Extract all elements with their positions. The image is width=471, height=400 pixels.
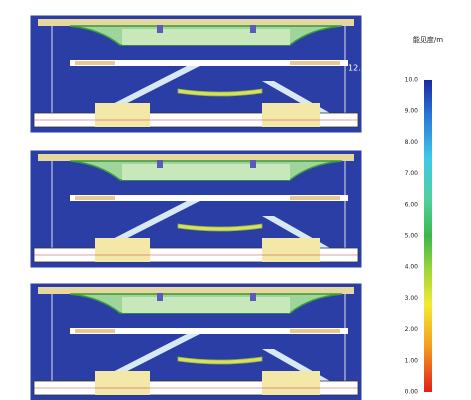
- annotation: 12.5m: [348, 64, 374, 73]
- mid-slab: [290, 196, 340, 200]
- mid-slab: [75, 329, 115, 333]
- top-slab: [38, 287, 354, 294]
- colorbar-tick-label: 0.00: [405, 389, 419, 396]
- column: [250, 160, 256, 168]
- colorbar-tick-label: 8.00: [405, 139, 419, 146]
- column: [250, 293, 256, 301]
- panel: [30, 283, 362, 400]
- colorbar-tick-label: 4.00: [405, 264, 419, 271]
- panels: [30, 15, 362, 400]
- body: {"annotation": "12.5m", "colorbar": {"ti…: [0, 0, 471, 400]
- colorbar-tick-label: 1.00: [405, 357, 419, 364]
- colorbar-tick-label: 3.00: [405, 295, 419, 302]
- bottom-block: [95, 103, 150, 127]
- colorbar-tick-label: 5.00: [405, 233, 419, 240]
- bottom-block: [95, 371, 150, 395]
- panel: [30, 15, 362, 133]
- bottom-block: [262, 103, 320, 127]
- column: [157, 25, 163, 33]
- column: [157, 293, 163, 301]
- hall: [122, 297, 290, 313]
- column: [250, 25, 256, 33]
- mid-slab: [75, 196, 115, 200]
- top-slab: [38, 19, 354, 26]
- colorbar-tick-label: 7.00: [405, 170, 419, 177]
- figure: 12.5m 能见度/m 10.0 9.00 8.00 7.00 6.00 5.00 4.00…: [0, 0, 471, 400]
- mid-slab: [75, 61, 115, 65]
- mid-slab: [290, 329, 340, 333]
- panel: [30, 150, 362, 268]
- bottom-block: [95, 238, 150, 262]
- top-slab: [38, 154, 354, 161]
- page: body { margin: 0; background: #fff; font…: [0, 0, 471, 400]
- bottom-block: [262, 238, 320, 262]
- hall: [122, 164, 290, 180]
- hall: [122, 29, 290, 45]
- colorbar-tick-label: 10.0: [405, 77, 419, 84]
- bottom-block: [262, 371, 320, 395]
- column: [157, 160, 163, 168]
- colorbar-tick-label: 6.00: [405, 201, 419, 208]
- colorbar-tick-label: 2.00: [405, 326, 419, 333]
- mid-slab: [290, 61, 340, 65]
- colorbar-title: 能见度/m: [413, 35, 443, 44]
- colorbar-tick-label: 9.00: [405, 108, 419, 115]
- colorbar-ticks: 10.0 9.00 8.00 7.00 6.00 5.00 4.00 3.00 2.00 1.00…: [405, 77, 419, 396]
- colorbar: [424, 80, 432, 392]
